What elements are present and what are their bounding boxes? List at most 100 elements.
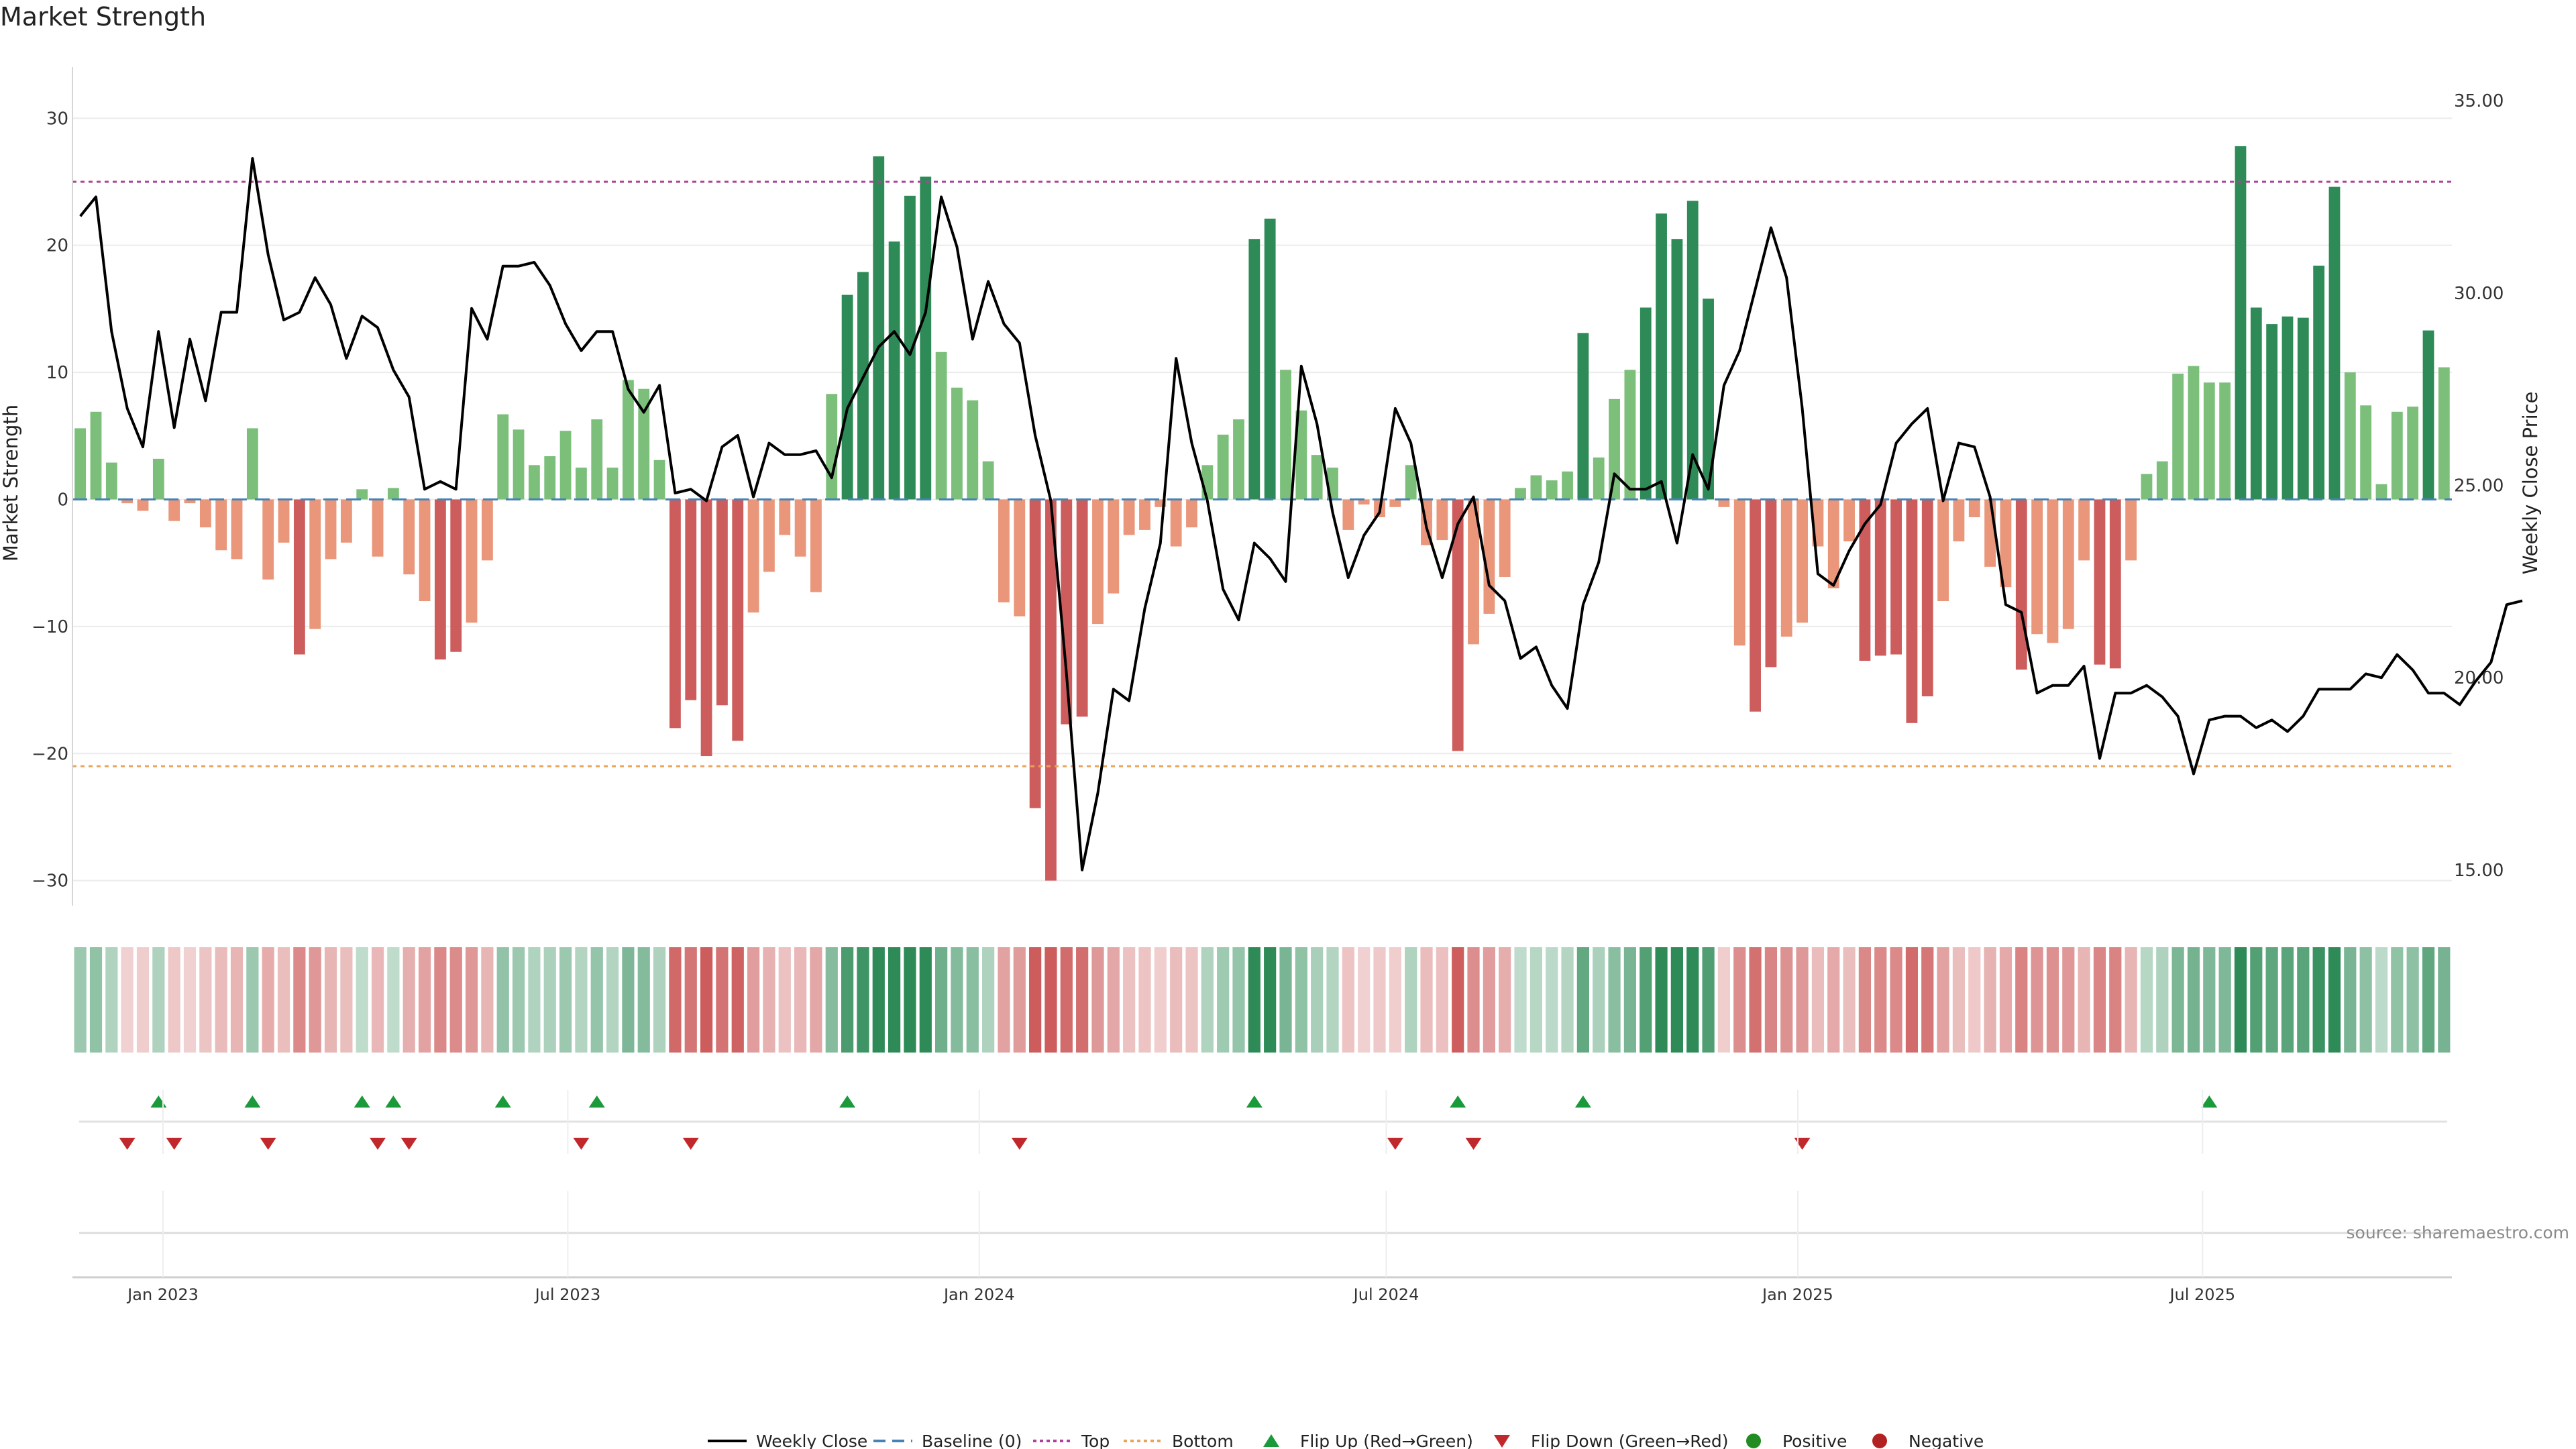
strength-bar	[559, 431, 572, 500]
legend: Weekly Close Baseline (0) Top Bottom Flip Up…	[708, 1432, 1984, 1449]
strength-bar	[1796, 499, 1808, 623]
strength-bar	[2156, 461, 2168, 500]
heat-cell	[2297, 947, 2310, 1053]
x-tick-label: Jan 2023	[126, 1285, 199, 1304]
strength-bar	[90, 411, 102, 500]
strength-bar	[1123, 499, 1135, 535]
heat-cell	[1107, 947, 1120, 1053]
flip-up-marker	[494, 1095, 511, 1108]
heat-cell	[512, 947, 525, 1053]
strength-bar	[2266, 324, 2278, 500]
legend-label: Top	[1081, 1432, 1110, 1449]
strength-bar	[419, 499, 431, 601]
legend-label: Positive	[1782, 1432, 1847, 1449]
strength-bar	[1640, 307, 1652, 500]
heat-cell	[309, 947, 321, 1053]
flip-up-marker	[839, 1095, 856, 1108]
heat-cell	[2109, 947, 2122, 1053]
legend-label: Weekly Close	[756, 1432, 867, 1449]
heat-cell	[543, 947, 556, 1053]
heat-cell	[1780, 947, 1793, 1053]
strength-bar	[1092, 499, 1104, 625]
strength-bar	[1186, 499, 1197, 528]
heat-cell	[2438, 947, 2451, 1053]
heat-cell	[1623, 947, 1636, 1053]
strength-bar	[1248, 239, 1260, 500]
strength-bar	[2015, 499, 2027, 670]
heat-cell	[2265, 947, 2278, 1053]
strength-bar	[2078, 499, 2090, 561]
flip-down-marker	[166, 1138, 182, 1150]
strength-bar	[576, 468, 587, 500]
heat-cell	[575, 947, 588, 1053]
heat-cell	[230, 947, 244, 1053]
strength-bar	[685, 499, 697, 700]
strength-bar	[2297, 317, 2309, 500]
heat-cell	[152, 947, 165, 1053]
heat-cell	[199, 947, 212, 1053]
heat-cell	[1170, 947, 1183, 1053]
heat-cell	[857, 947, 869, 1053]
heat-cell	[2328, 947, 2341, 1053]
heat-cell	[2046, 947, 2059, 1053]
heat-cell	[2218, 947, 2231, 1053]
x-tick-label: Jan 2024	[943, 1285, 1015, 1304]
strength-bar	[121, 499, 133, 504]
strength-bar	[544, 456, 556, 500]
heat-cell	[1311, 947, 1324, 1053]
y-tick-label: −10	[32, 617, 68, 637]
strength-bar	[1953, 499, 1965, 541]
strength-bar	[1609, 398, 1620, 500]
heat-cell	[653, 947, 666, 1053]
flip-down-marker	[119, 1138, 136, 1150]
y-tick-label: 10	[46, 363, 68, 383]
strength-bar	[1827, 499, 1839, 589]
strength-bar	[2188, 366, 2200, 500]
heat-cell	[402, 947, 415, 1053]
strength-bar	[184, 499, 196, 504]
strength-bar	[2250, 307, 2262, 500]
y-axis-label: Market Strength	[0, 405, 22, 561]
heat-cell	[121, 947, 133, 1053]
y2-tick-label: 15.00	[2454, 861, 2504, 881]
strength-bar	[1280, 370, 1291, 500]
strength-bar	[2438, 367, 2450, 500]
heat-cell	[1843, 947, 1856, 1053]
heat-cell	[1968, 947, 1981, 1053]
strength-bar	[1780, 499, 1792, 637]
strength-bars	[74, 146, 2450, 881]
heat-cell	[1091, 947, 1104, 1053]
flip-down-marker	[400, 1138, 417, 1150]
flip-down-marker	[1011, 1138, 1028, 1150]
flip-down-marker	[1794, 1138, 1811, 1150]
heat-strip	[74, 947, 2451, 1053]
flip-up-marker	[354, 1095, 370, 1108]
strength-bar	[1843, 499, 1855, 541]
legend-swatch-positive	[1746, 1434, 1761, 1448]
heat-cell	[1937, 947, 1949, 1053]
chart-title: Market Strength	[0, 2, 206, 32]
heat-cell	[1702, 947, 1715, 1053]
y2-axis-label: Weekly Close Price	[2519, 392, 2542, 575]
heat-cell	[1436, 947, 1448, 1053]
heat-cell	[778, 947, 791, 1053]
weekly-close-series	[79, 157, 2523, 871]
heat-cell	[2234, 947, 2247, 1053]
strength-bar	[591, 419, 603, 500]
flip-up-marker	[1574, 1095, 1591, 1108]
strength-bar	[920, 176, 932, 500]
strength-bar	[763, 499, 775, 572]
heat-cell	[810, 947, 822, 1053]
heat-cell	[168, 947, 180, 1053]
strength-bar	[1906, 499, 1918, 723]
strength-bar	[794, 499, 806, 557]
flip-down-marker	[260, 1138, 276, 1150]
strength-bar	[2031, 499, 2043, 635]
heat-cell	[935, 947, 948, 1053]
weekly-close-line	[79, 157, 2523, 871]
heat-cell	[1890, 947, 1902, 1053]
heat-cell	[1264, 947, 1277, 1053]
heat-cell	[904, 947, 916, 1053]
strength-bar	[1562, 471, 1573, 500]
